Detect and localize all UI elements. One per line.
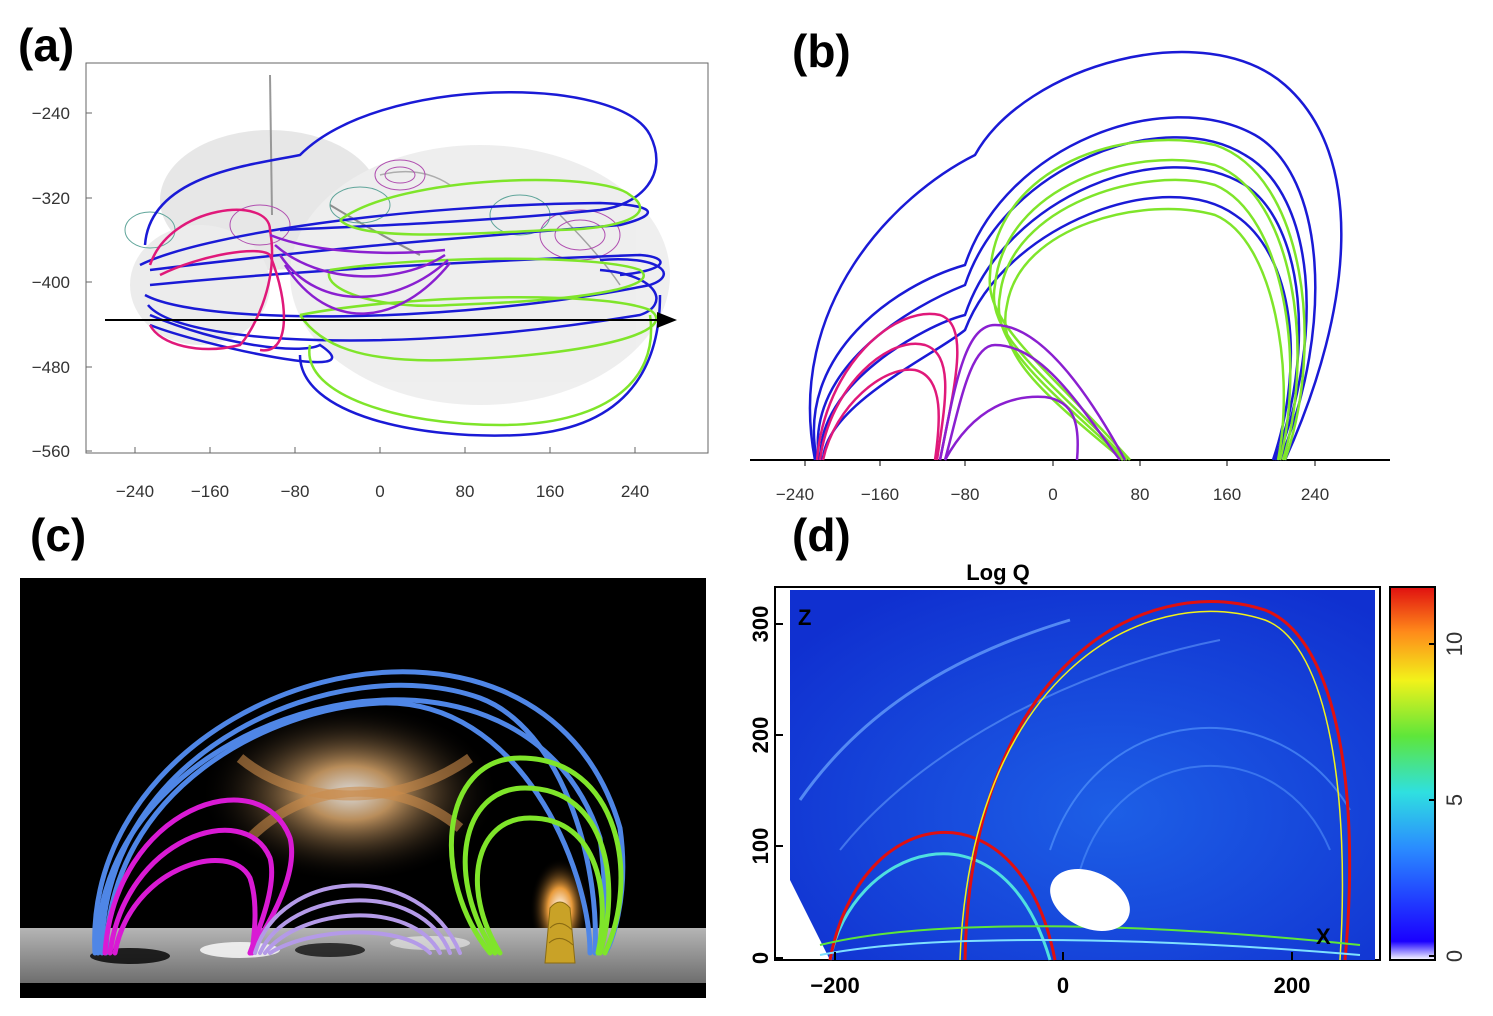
a-xtick: −240 (116, 482, 154, 501)
b-xtick: −160 (861, 485, 899, 504)
c-magenta-line (102, 797, 295, 956)
d-colorbar-tick: 10 (1442, 632, 1467, 656)
d-title: Log Q (966, 560, 1030, 585)
a-blue-line (298, 294, 662, 437)
d-separatrix-small (828, 830, 1057, 961)
panel-c-field-lines (92, 669, 626, 956)
a-blue-line (143, 91, 658, 246)
d-colorbar-tick: 5 (1442, 794, 1467, 806)
a-ytick: −560 (32, 442, 70, 461)
b-xtick: 0 (1048, 485, 1057, 504)
b-xtick: 80 (1131, 485, 1150, 504)
a-xtick: 80 (456, 482, 475, 501)
d-separatrix-large (963, 600, 1352, 961)
panel-b-label: (b) (792, 25, 851, 77)
d-xtick: −200 (810, 973, 860, 998)
a-xtick: 160 (536, 482, 564, 501)
c-purple-line (268, 930, 432, 955)
a-blue-line (139, 201, 650, 272)
d-ytick: 100 (748, 828, 773, 865)
a-xtick: −160 (191, 482, 229, 501)
b-xtick: 160 (1213, 485, 1241, 504)
d-q-map (790, 590, 1375, 960)
panel-c-render (20, 578, 706, 998)
b-green-line (1004, 207, 1286, 461)
c-green-line (462, 785, 612, 956)
c-jet-twist (544, 901, 576, 964)
d-axis-x: X (1316, 924, 1331, 949)
b-purple-line (943, 343, 1121, 461)
panel-d-plot: Log Q Z X 0 100 200 300 −200 0 200 0 5 1… (748, 560, 1467, 998)
a-ytick: −240 (32, 104, 70, 123)
c-purple-line (263, 913, 442, 955)
d-ytick: 200 (748, 717, 773, 754)
b-blue-line (808, 50, 1343, 461)
d-colorbar-tick: 0 (1442, 950, 1467, 962)
panel-a-plot: −240 −320 −400 −480 −560 −240 −160 −80 0… (32, 62, 709, 501)
d-ytick: 300 (748, 606, 773, 643)
d-colorbar (1389, 586, 1436, 961)
panel-b-plot: −240 −160 −80 0 80 160 240 (750, 50, 1390, 504)
c-magenta-line (112, 858, 258, 956)
d-xtick: 0 (1057, 973, 1069, 998)
b-blue-line (819, 166, 1301, 461)
a-xtick: 0 (375, 482, 384, 501)
panel-c-label: (c) (30, 509, 87, 561)
b-green-line (997, 178, 1292, 461)
a-xtick: −80 (281, 482, 310, 501)
b-magenta-line (821, 368, 941, 461)
b-blue-line (812, 116, 1317, 461)
a-ytick: −400 (32, 273, 70, 292)
a-magenta-line (159, 249, 286, 352)
c-green-line (448, 755, 624, 956)
b-magenta-line (818, 342, 947, 461)
d-axis-z: Z (798, 605, 811, 630)
a-blue-line (147, 268, 658, 342)
a-green-line (339, 178, 642, 236)
b-magenta-line (815, 312, 959, 461)
b-xtick: −80 (951, 485, 980, 504)
a-purple-line (269, 233, 446, 255)
a-purple-line (274, 244, 446, 278)
a-blue-line (149, 313, 333, 364)
c-purple-line (253, 883, 462, 955)
a-green-line (327, 257, 645, 307)
b-xtick: −240 (776, 485, 814, 504)
b-blue-line (821, 195, 1293, 461)
c-green-line (474, 815, 605, 956)
b-blue-line (816, 136, 1308, 461)
b-purple-line (943, 395, 1079, 461)
panel-a-arrow (105, 312, 677, 328)
a-purple-line (283, 262, 451, 315)
a-ytick: −320 (32, 189, 70, 208)
a-xtick: 240 (621, 482, 649, 501)
panel-d-label: (d) (792, 509, 851, 561)
d-white-void (1050, 869, 1130, 931)
a-green-line (308, 314, 653, 427)
c-photosphere-plate (20, 928, 706, 983)
a-ytick: −480 (32, 358, 70, 377)
panel-b-field-lines (808, 50, 1343, 461)
a-magenta-line (148, 208, 274, 351)
d-q-structures (798, 600, 1361, 961)
panel-a-label: (a) (18, 19, 75, 71)
c-magenta-line (107, 827, 275, 956)
c-blue-line (103, 700, 593, 956)
d-xtick: 200 (1274, 973, 1311, 998)
a-blue-line (144, 257, 665, 318)
a-green-line (298, 296, 658, 362)
c-purple-line (258, 898, 452, 955)
b-xtick: 240 (1301, 485, 1329, 504)
d-ytick: 0 (748, 952, 773, 964)
b-green-line (992, 158, 1299, 461)
b-purple-line (938, 323, 1127, 461)
a-purple-line (278, 254, 449, 299)
b-green-line (988, 138, 1306, 461)
panel-a-field-lines (139, 91, 665, 437)
